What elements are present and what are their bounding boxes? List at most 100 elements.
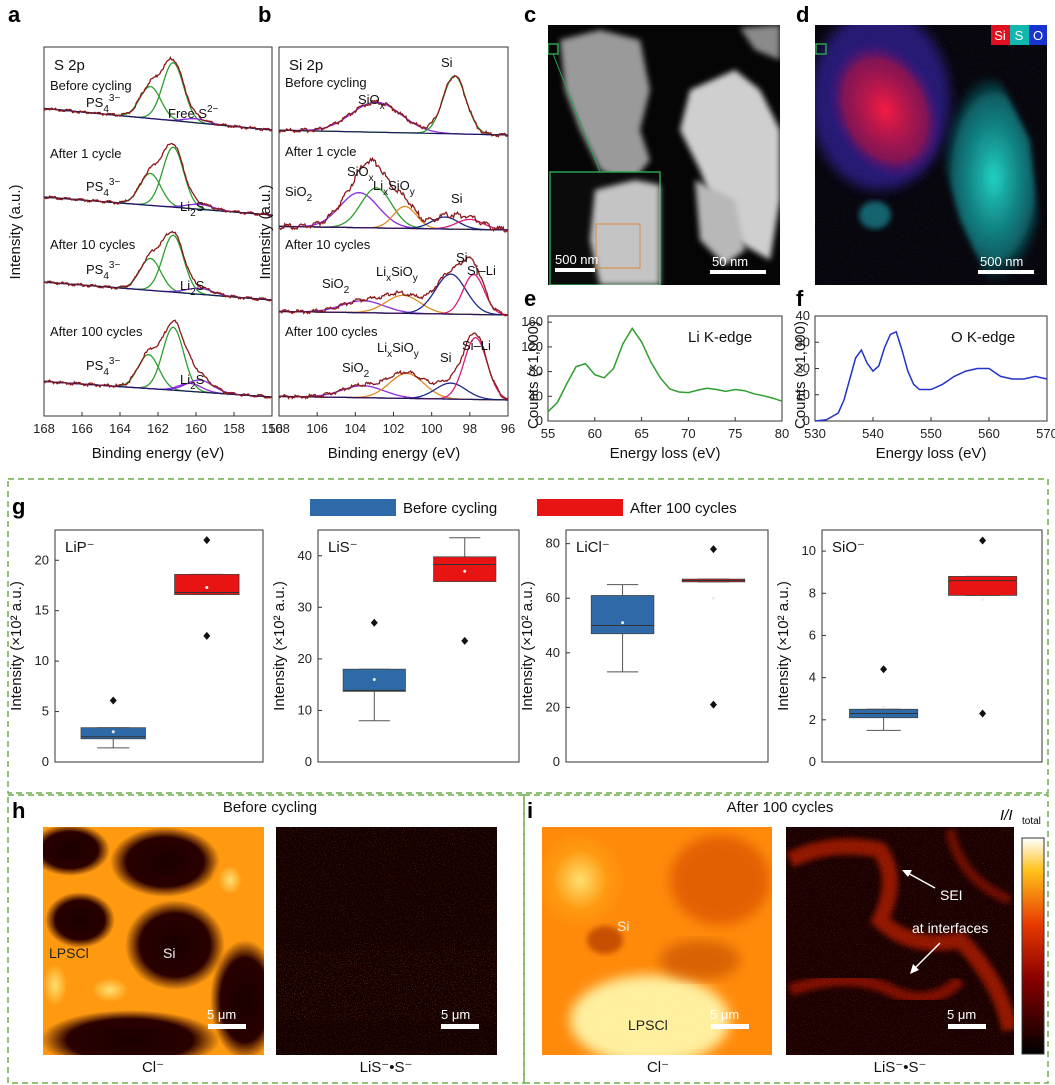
h-scale-2: 5 μm	[441, 1007, 470, 1022]
b-peak-sio2-3: SiO2	[342, 360, 370, 380]
panel-a-xticks: 168 166 164 162 160 158 156	[33, 412, 283, 436]
outlier	[709, 700, 717, 709]
envelope	[43, 142, 273, 217]
h-lpscl-label: LPSCl	[49, 945, 89, 961]
panel-a-title: S 2p	[54, 57, 85, 74]
boxplot-ylabel: Intensity (×10² a.u.)	[519, 581, 536, 711]
xtick-label: 75	[728, 426, 742, 441]
mean-marker	[463, 569, 467, 573]
envelope	[278, 74, 509, 138]
panel-d-scale: 500 nm	[980, 254, 1023, 269]
ytick-label: 60	[546, 590, 560, 605]
xtick-label: 158	[223, 421, 245, 436]
b-peak-siox-0: SiOx	[358, 92, 385, 112]
mean-marker	[882, 705, 886, 709]
i-map2-label: LiS⁻•S⁻	[874, 1059, 927, 1076]
row-label: Before cycling	[50, 78, 132, 93]
boxplot-frame	[54, 529, 264, 763]
h-scale-1: 5 μm	[207, 1007, 236, 1022]
d-legend-s: S	[1015, 28, 1024, 43]
d-legend-o: O	[1033, 28, 1043, 43]
panel-f-ylabel: Counts (×1,000)	[792, 321, 809, 429]
i-map1-label: Cl⁻	[647, 1059, 669, 1076]
boxplot-frame	[821, 529, 1043, 763]
legend-after-100-cycles: After 100 cycles	[630, 500, 737, 517]
outlier	[203, 631, 211, 640]
b-peak-lixsioy-1: LixSiOy	[373, 178, 415, 198]
panel-b: b Si 2p Intensity (a.u.) Binding energy …	[257, 2, 515, 462]
row-label: After 1 cycle	[50, 146, 122, 161]
fit-component	[43, 172, 273, 216]
panel-f-xlabel: Energy loss (eV)	[876, 445, 987, 462]
ytick-label: 30	[796, 334, 810, 349]
panel-f-title: O K-edge	[951, 329, 1015, 346]
panel-label-d: d	[796, 2, 809, 27]
boxplot-ylabel: Intensity (×10² a.u.)	[775, 581, 792, 711]
outlier	[709, 545, 717, 554]
panel-b-ylabel: Intensity (a.u.)	[257, 184, 274, 279]
panel-b-xlabel: Binding energy (eV)	[328, 445, 461, 462]
panel-b-curves	[278, 74, 509, 401]
b-peak-sili-2: Si–Li	[467, 263, 496, 278]
panel-a-ylabel: Intensity (a.u.)	[7, 184, 24, 279]
boxplot-title: LiP⁻	[65, 539, 95, 556]
xtick-label: 156	[261, 421, 283, 436]
xtick-label: 55	[541, 426, 555, 441]
b-peak-lixsioy-3: LixSiOy	[377, 340, 419, 360]
b-peak-siox-1: SiOx	[347, 164, 374, 184]
ytick-label: 20	[796, 361, 810, 376]
xtick-label: 98	[463, 421, 477, 436]
ytick-label: 4	[809, 670, 816, 685]
fit-component	[43, 353, 273, 398]
panel-label-h: h	[12, 798, 25, 823]
o-k-edge-line	[814, 330, 1048, 422]
panel-i: i After 100 cycles Si LPSCl 5 μm SEI at …	[523, 794, 1049, 1084]
mean-marker	[111, 730, 115, 734]
panel-c-scale-inset: 500 nm	[555, 252, 598, 267]
boxplot-ylabel: Intensity (×10² a.u.)	[8, 581, 25, 711]
xtick-label: 560	[978, 426, 1000, 441]
ytick-label: 10	[796, 387, 810, 402]
ytick-label: 15	[35, 603, 49, 618]
panel-label-i: i	[527, 798, 533, 823]
panel-e: e Li K-edge Counts (×1,000) Energy loss …	[521, 286, 789, 462]
boxplot-2: LiS⁻ 0 10 20 30 40 Intensity (×10² a.u.)	[271, 529, 520, 769]
mean-marker	[981, 598, 985, 602]
row-label: Before cycling	[285, 75, 367, 90]
i-scale-1: 5 μm	[710, 1007, 739, 1022]
ytick-label: 5	[42, 704, 49, 719]
ytick-label: 120	[521, 339, 543, 354]
boxplot-title: SiO⁻	[832, 539, 865, 556]
panel-label-g: g	[12, 494, 25, 519]
box	[590, 595, 655, 635]
xtick-label: 70	[681, 426, 695, 441]
d-legend-si: Si	[994, 28, 1006, 43]
ytick-label: 30	[298, 599, 312, 614]
ytick-label: 6	[809, 627, 816, 642]
panel-a-curves	[43, 56, 273, 399]
a-peak-li2s-1: Li2S	[180, 199, 205, 219]
panel-label-b: b	[258, 2, 271, 27]
outlier	[979, 536, 987, 545]
a-peak-ps4-2: PS43−	[86, 260, 120, 282]
panel-b-xticks: 108 106 104 102 100 98 96	[268, 412, 515, 436]
envelope	[278, 332, 509, 400]
xtick-label: 96	[501, 421, 515, 436]
legend-before-cycling: Before cycling	[403, 500, 497, 517]
a-peak-ps4-1: PS43−	[86, 177, 120, 199]
xtick-label: 162	[147, 421, 169, 436]
panel-b-title: Si 2p	[289, 57, 323, 74]
panel-label-a: a	[8, 2, 21, 27]
xtick-label: 80	[775, 426, 789, 441]
i-lpscl-label: LPSCl	[628, 1017, 668, 1033]
panel-h-title: Before cycling	[223, 799, 317, 816]
ytick-label: 80	[546, 536, 560, 551]
ytick-label: 8	[809, 585, 816, 600]
row-label: After 100 cycles	[285, 324, 378, 339]
panel-c-scale-main: 50 nm	[712, 254, 748, 269]
panel-label-c: c	[524, 2, 536, 27]
i-si-label: Si	[617, 918, 629, 934]
panel-e-title: Li K-edge	[688, 329, 752, 346]
